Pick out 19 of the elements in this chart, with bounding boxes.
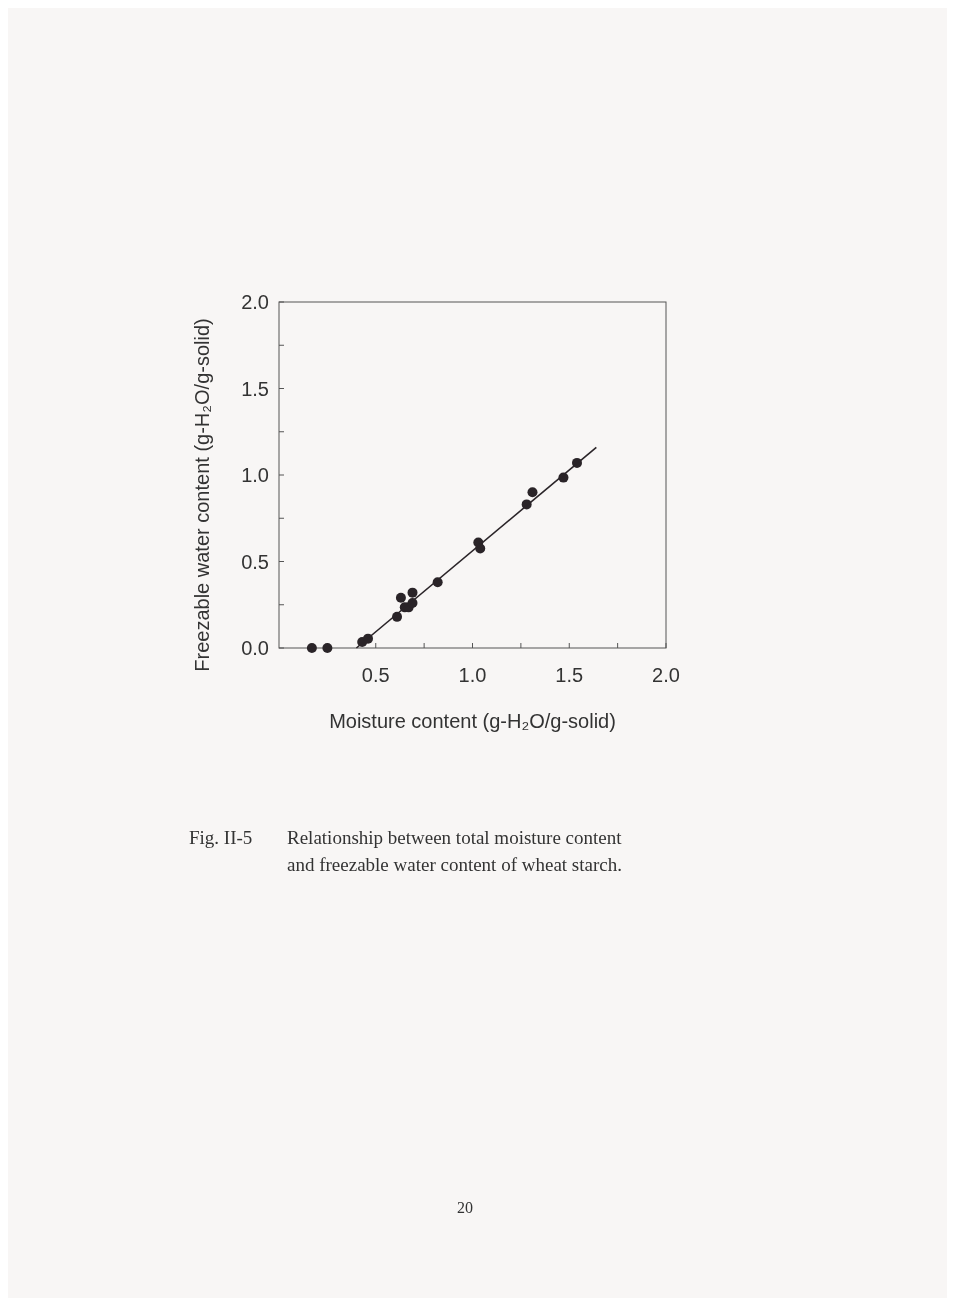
x-tick-label: 2.0 bbox=[652, 664, 680, 686]
text: Fig. II-5 bbox=[189, 827, 253, 848]
y-tick-label: 1.0 bbox=[241, 464, 269, 486]
point bbox=[407, 587, 418, 598]
y-tick-label: 0.5 bbox=[241, 550, 269, 573]
point bbox=[306, 643, 317, 653]
point bbox=[527, 487, 538, 498]
y-axis-title: Freezable water content (g-H₂O/g-solid) bbox=[191, 318, 213, 672]
text: 20 bbox=[457, 1199, 473, 1216]
x-axis-title: Moisture content (g-H₂O/g-solid) bbox=[329, 710, 616, 732]
y-tick-label: 1.5 bbox=[241, 377, 269, 400]
point bbox=[395, 592, 406, 603]
text: Relationship between total moisture content and freezable water content of wheat starch. bbox=[287, 827, 623, 875]
y-tick-label: 0.0 bbox=[241, 637, 269, 659]
x-tick-label: 1.5 bbox=[555, 664, 584, 686]
y-tick-label: 2.0 bbox=[241, 291, 269, 313]
x-tick-label: 1.0 bbox=[458, 664, 487, 686]
point bbox=[322, 643, 333, 653]
x-tick-label: 0.5 bbox=[361, 664, 390, 686]
